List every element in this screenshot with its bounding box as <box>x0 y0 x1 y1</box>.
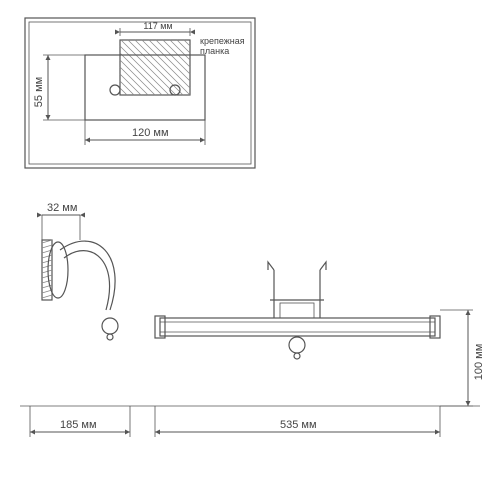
dim-117-label: 117 мм <box>143 21 172 31</box>
dim-185-label: 185 мм <box>60 419 97 431</box>
dim-120-label: 120 мм <box>132 127 169 139</box>
front-bar <box>160 318 435 336</box>
mount-label-2: планка <box>200 46 229 56</box>
front-hook-left <box>268 262 274 270</box>
side-mount-plate <box>42 240 52 300</box>
side-finial <box>102 318 118 334</box>
dim-100-label: 100 мм <box>473 344 485 381</box>
dim-55-label: 55 мм <box>33 77 45 107</box>
dim-32-label: 32 мм <box>47 202 77 214</box>
mounting-hole-0 <box>110 85 120 95</box>
front-hook-right <box>320 262 326 270</box>
dim-535-label: 535 мм <box>280 419 317 431</box>
mount-plate <box>85 55 205 120</box>
mount-label-1: крепежная <box>200 36 245 46</box>
front-finial <box>289 337 305 353</box>
mounting-hole-1 <box>170 85 180 95</box>
